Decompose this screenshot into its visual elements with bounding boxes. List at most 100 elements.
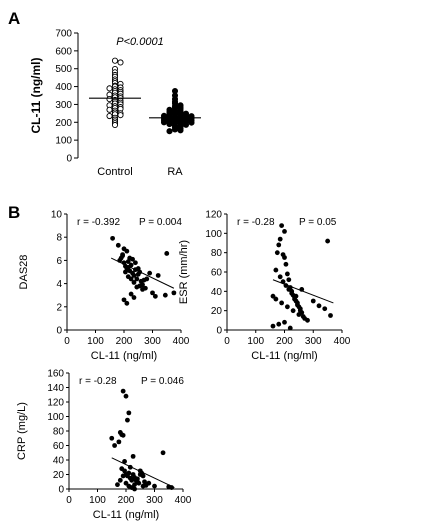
data-point — [133, 260, 138, 266]
data-point — [110, 235, 115, 241]
data-point — [131, 295, 137, 300]
data-point — [130, 453, 136, 459]
x-tick-label: 400 — [334, 336, 351, 347]
data-point — [120, 473, 126, 479]
y-tick-label: 4 — [56, 279, 62, 290]
data-point — [290, 308, 296, 314]
y-tick-label: 100 — [47, 412, 64, 423]
data-point — [277, 274, 283, 280]
regression-line — [110, 257, 175, 289]
data-point — [150, 290, 155, 296]
data-point — [125, 417, 130, 423]
data-point — [144, 276, 150, 282]
data-point — [140, 483, 146, 489]
data-point — [109, 435, 115, 441]
data-point — [152, 293, 158, 299]
panel-b-label: B — [8, 203, 20, 222]
y-tick-label: 100 — [55, 136, 72, 147]
data-point — [124, 248, 130, 254]
y-tick-label: 80 — [211, 248, 223, 259]
x-tick-label: 300 — [144, 336, 161, 347]
data-point — [128, 276, 134, 282]
x-tick-label: 200 — [116, 336, 133, 347]
data-point — [296, 312, 302, 317]
x-tick-label: 0 — [66, 495, 72, 506]
data-point — [286, 287, 292, 292]
data-point — [106, 106, 113, 113]
data-point — [310, 298, 316, 304]
chart-b-crp-scatter: 0 20 40 60 80 100 120 140 160 0 100 200 300 400 CL-11 … — [16, 369, 192, 522]
data-point — [276, 242, 282, 248]
y-axis-label: CRP (mg/L) — [16, 402, 28, 460]
data-point — [155, 273, 161, 278]
data-point — [124, 300, 130, 306]
data-point — [135, 271, 141, 277]
data-point — [286, 277, 292, 283]
data-point — [166, 128, 173, 135]
data-point — [126, 410, 132, 416]
data-point — [305, 317, 310, 323]
data-point — [297, 306, 303, 312]
data-point — [117, 477, 123, 483]
x-axis-label: CL-11 (ng/ml) — [91, 350, 157, 362]
y-tick-label: 60 — [53, 441, 65, 452]
y-tick-label: 500 — [55, 64, 72, 75]
data-point — [289, 290, 295, 296]
data-point — [270, 323, 276, 329]
y-tick-label: 8 — [56, 233, 62, 244]
x-tick-label: 200 — [276, 336, 293, 347]
y-tick-label: 80 — [53, 427, 65, 438]
x-tick-label: 400 — [173, 336, 190, 347]
data-point — [132, 482, 137, 488]
data-point — [112, 443, 117, 448]
data-point — [146, 480, 152, 486]
data-point — [316, 303, 322, 309]
data-point — [115, 242, 121, 248]
y-tick-label: 700 — [55, 29, 72, 40]
y-tick-label: 300 — [55, 100, 72, 111]
y-tick-label: 120 — [205, 210, 222, 221]
y-tick-label: 400 — [55, 82, 72, 93]
x-tick-label: 200 — [118, 495, 135, 506]
data-point — [120, 388, 126, 394]
y-tick-label: 0 — [56, 326, 62, 337]
data-point — [279, 300, 285, 306]
y-tick-label: 20 — [53, 470, 65, 481]
data-point — [106, 85, 113, 92]
data-point — [106, 112, 113, 120]
data-point — [117, 59, 124, 66]
y-tick-label: 0 — [58, 485, 64, 496]
data-point — [162, 292, 168, 298]
x-tick-label: 0 — [224, 336, 230, 347]
data-point — [131, 280, 137, 285]
r-value-annotation: r = -0.392 — [77, 217, 121, 228]
data-point — [282, 255, 287, 260]
data-point — [137, 472, 143, 477]
data-point — [117, 112, 124, 119]
x-tick-label: 400 — [175, 495, 192, 506]
data-point — [160, 119, 168, 126]
data-point — [128, 291, 134, 297]
p-value-annotation: P<0.0001 — [116, 36, 163, 48]
y-tick-label: 100 — [205, 229, 222, 240]
data-point — [182, 121, 190, 128]
data-point — [111, 57, 119, 64]
chart-a-dotplot: 0 100 200 300 400 500 600 700 CL-11 (ng/ml) Contr… — [29, 29, 201, 178]
data-point — [132, 486, 137, 492]
data-point — [284, 271, 290, 277]
data-point — [273, 267, 279, 273]
data-point — [135, 476, 140, 482]
data-point — [123, 393, 129, 399]
x-axis-label: CL-11 (ng/ml) — [93, 509, 159, 521]
y-axis-label: ESR (mm/hr) — [178, 240, 190, 304]
x-axis-label: CL-11 (ng/ml) — [251, 350, 317, 362]
data-point — [282, 229, 287, 234]
y-tick-label: 160 — [47, 369, 64, 380]
y-axis-label: DAS28 — [18, 255, 30, 290]
data-point — [160, 450, 166, 456]
data-point — [134, 276, 140, 282]
data-point — [119, 466, 125, 472]
data-point — [115, 482, 120, 488]
data-point — [164, 251, 170, 256]
